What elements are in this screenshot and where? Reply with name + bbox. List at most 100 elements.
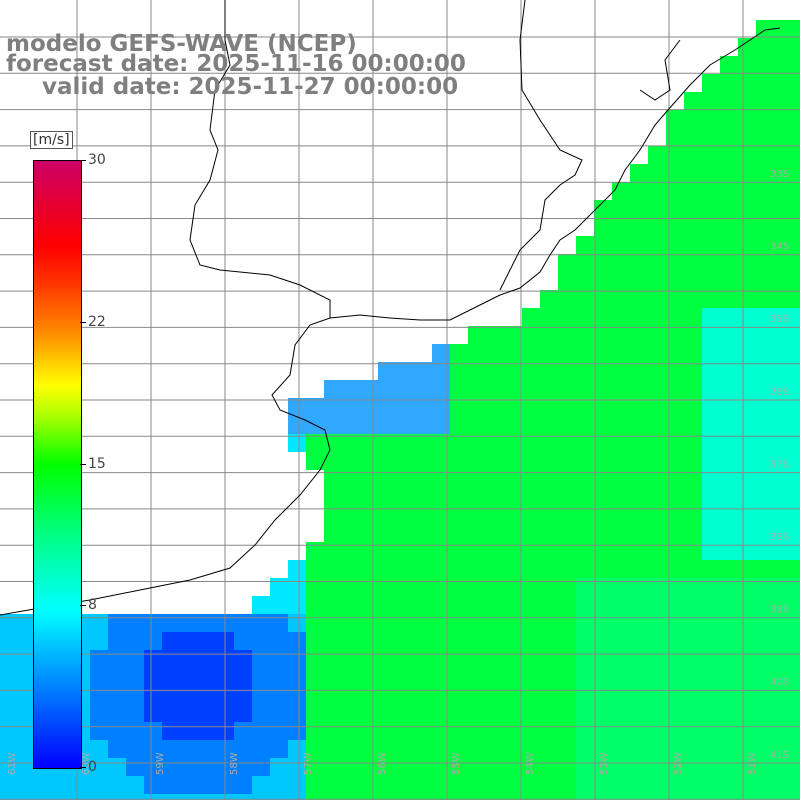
- speed-cell: [792, 434, 800, 452]
- speed-cell: [468, 740, 486, 758]
- speed-cell: [522, 704, 540, 722]
- speed-cell: [324, 452, 342, 470]
- speed-cell: [594, 668, 612, 686]
- speed-cell: [774, 416, 792, 434]
- speed-cell: [720, 416, 738, 434]
- speed-cell: [162, 614, 180, 632]
- speed-cell: [306, 614, 324, 632]
- speed-cell: [648, 200, 666, 218]
- speed-cell: [702, 470, 720, 488]
- speed-cell: [198, 632, 216, 650]
- speed-cell: [792, 740, 800, 758]
- speed-cell: [540, 704, 558, 722]
- speed-cell: [504, 632, 522, 650]
- speed-cell: [612, 560, 630, 578]
- speed-cell: [558, 614, 576, 632]
- speed-cell: [540, 506, 558, 524]
- speed-cell: [612, 416, 630, 434]
- longitude-label: 60W: [81, 752, 92, 775]
- speed-cell: [774, 200, 792, 218]
- speed-cell: [324, 596, 342, 614]
- speed-cell: [198, 614, 216, 632]
- speed-cell: [594, 524, 612, 542]
- speed-cell: [378, 452, 396, 470]
- speed-cell: [126, 740, 144, 758]
- speed-cell: [108, 632, 126, 650]
- speed-cell: [612, 794, 630, 800]
- speed-cell: [774, 380, 792, 398]
- speed-cell: [342, 488, 360, 506]
- speed-cell: [792, 596, 800, 614]
- colorbar-tick-mark: [80, 321, 86, 323]
- speed-cell: [504, 578, 522, 596]
- speed-cell: [324, 740, 342, 758]
- speed-cell: [630, 776, 648, 794]
- speed-cell: [396, 362, 414, 380]
- speed-cell: [378, 794, 396, 800]
- speed-cell: [18, 740, 36, 758]
- speed-cell: [576, 758, 594, 776]
- speed-cell: [738, 290, 756, 308]
- speed-cell: [594, 686, 612, 704]
- speed-cell: [702, 218, 720, 236]
- speed-cell: [684, 740, 702, 758]
- speed-cell: [324, 380, 342, 398]
- speed-cell: [504, 758, 522, 776]
- speed-cell: [414, 632, 432, 650]
- speed-cell: [684, 236, 702, 254]
- speed-cell: [360, 776, 378, 794]
- speed-cell: [522, 326, 540, 344]
- speed-cell: [90, 776, 108, 794]
- speed-cell: [360, 560, 378, 578]
- speed-cell: [378, 578, 396, 596]
- speed-cell: [702, 794, 720, 800]
- speed-cell: [612, 614, 630, 632]
- speed-cell: [684, 92, 702, 110]
- speed-cell: [666, 470, 684, 488]
- speed-cell: [0, 722, 18, 740]
- speed-cell: [738, 488, 756, 506]
- speed-cell: [342, 686, 360, 704]
- speed-cell: [432, 704, 450, 722]
- speed-cell: [324, 524, 342, 542]
- speed-cell: [288, 434, 306, 452]
- speed-cell: [234, 686, 252, 704]
- speed-cell: [468, 524, 486, 542]
- speed-cell: [648, 470, 666, 488]
- speed-cell: [108, 758, 126, 776]
- speed-cell: [594, 578, 612, 596]
- speed-cell: [630, 524, 648, 542]
- speed-cell: [288, 650, 306, 668]
- speed-cell: [360, 794, 378, 800]
- colorbar-tick-mark: [80, 463, 86, 465]
- speed-cell: [756, 290, 774, 308]
- speed-cell: [324, 542, 342, 560]
- speed-cell: [738, 776, 756, 794]
- speed-cell: [702, 668, 720, 686]
- speed-cell: [306, 668, 324, 686]
- speed-cell: [684, 488, 702, 506]
- speed-cell: [648, 722, 666, 740]
- speed-cell: [774, 578, 792, 596]
- speed-cell: [252, 704, 270, 722]
- speed-cell: [684, 254, 702, 272]
- speed-cell: [720, 758, 738, 776]
- speed-cell: [720, 506, 738, 524]
- speed-cell: [432, 578, 450, 596]
- speed-cell: [234, 614, 252, 632]
- speed-cell: [126, 614, 144, 632]
- speed-cell: [594, 488, 612, 506]
- speed-cell: [396, 434, 414, 452]
- speed-cell: [648, 506, 666, 524]
- speed-cell: [396, 596, 414, 614]
- speed-cell: [540, 308, 558, 326]
- speed-cell: [450, 344, 468, 362]
- speed-cell: [684, 794, 702, 800]
- speed-cell: [108, 722, 126, 740]
- speed-cell: [576, 344, 594, 362]
- speed-cell: [792, 182, 800, 200]
- speed-cell: [432, 416, 450, 434]
- speed-cell: [324, 560, 342, 578]
- speed-cell: [720, 578, 738, 596]
